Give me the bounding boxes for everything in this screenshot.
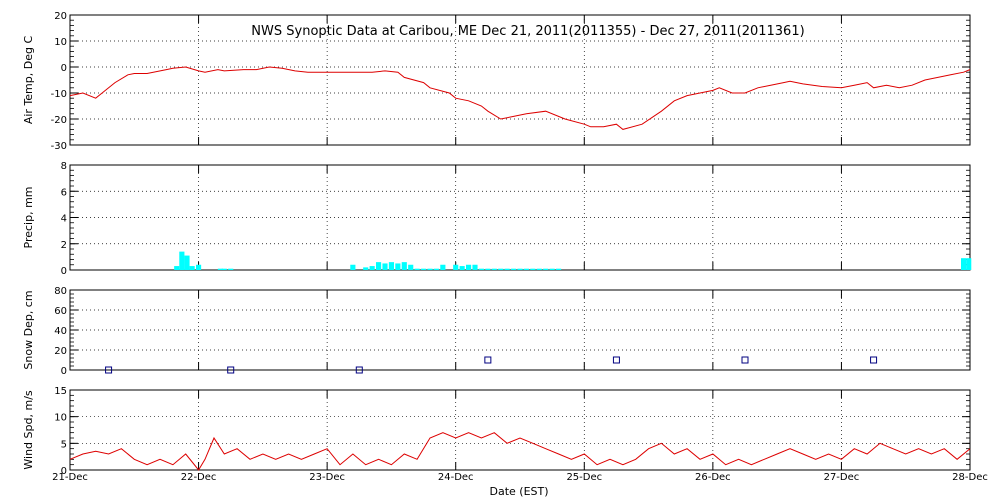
y-tick-label: 40 — [54, 326, 67, 337]
x-tick-label: 25-Dec — [566, 472, 602, 483]
precip-bar — [498, 268, 504, 270]
precip-bar — [466, 264, 472, 270]
precip-bar — [459, 266, 465, 270]
y-axis-label: Precip, mm — [22, 187, 35, 249]
x-tick-label: 27-Dec — [824, 472, 860, 483]
snow-depth-point — [355, 366, 363, 374]
precip-bar — [401, 262, 407, 270]
snow-depth-point — [105, 366, 113, 374]
x-tick-labels: 21-Dec 22-Dec 23-Dec 24-Dec 25-Dec 26-Dec 27-D… — [52, 472, 988, 483]
y-tick-label: -30 — [51, 141, 67, 152]
y-tick-label: 4 — [61, 214, 67, 225]
precip-bar — [427, 268, 433, 270]
precip-bar — [184, 255, 190, 270]
x-tick-label: 23-Dec — [309, 472, 345, 483]
precip-bar — [174, 266, 180, 270]
precip-bar — [350, 264, 356, 270]
y-axis-label: Snow Dep, cm — [22, 290, 35, 369]
precip-bar — [196, 264, 202, 270]
y-tick-label: 20 — [54, 11, 67, 22]
precip-bar — [556, 268, 562, 270]
precip-bar — [961, 258, 967, 270]
y-tick-label: 0 — [61, 366, 67, 377]
y-tick-label: 10 — [54, 413, 67, 424]
y-tick-label: 0 — [61, 63, 67, 74]
precip-bar — [440, 264, 446, 270]
snow-depth-point — [741, 356, 749, 364]
precip-bar — [217, 268, 223, 270]
panel-0: 20 10 0 -10 -20 -30 Air Temp, Deg C — [22, 11, 971, 152]
y-tick-label: 80 — [54, 286, 67, 297]
series-line — [69, 432, 971, 471]
precip-bar — [530, 268, 536, 270]
precip-bar — [504, 268, 510, 270]
chart-title: NWS Synoptic Data at Caribou, ME Dec 21,… — [251, 24, 804, 39]
y-tick-label: 0 — [61, 466, 67, 477]
precip-bar — [485, 268, 491, 270]
panel-3: 15 10 5 0 Wind Spd, m/s — [22, 386, 971, 477]
panel-2: 80 60 40 20 0 Snow Dep, cm — [22, 286, 971, 377]
precip-bar — [228, 268, 234, 270]
precip-bar — [966, 258, 972, 270]
y-tick-label: 6 — [61, 187, 67, 198]
snow-depth-point — [227, 366, 235, 374]
y-tick-label: 8 — [61, 161, 67, 172]
series-line — [69, 66, 971, 130]
precip-bar — [536, 268, 542, 270]
y-tick-label: -20 — [51, 115, 67, 126]
y-tick-label: -10 — [51, 89, 67, 100]
snow-depth-point — [870, 356, 878, 364]
precip-bar — [549, 268, 555, 270]
x-tick-label: 22-Dec — [181, 472, 217, 483]
precip-bar — [433, 268, 439, 270]
precip-bar — [414, 268, 420, 270]
precip-bar — [363, 267, 369, 270]
precip-bar — [543, 268, 549, 270]
precip-bar — [382, 263, 388, 270]
x-axis-label: Date (EST) — [489, 485, 548, 498]
panel-frame — [69, 14, 971, 146]
x-tick-label: 21-Dec — [52, 472, 88, 483]
precip-bar — [491, 268, 497, 270]
precip-bar — [421, 268, 427, 270]
y-tick-label: 2 — [61, 240, 67, 251]
x-tick-label: 24-Dec — [438, 472, 474, 483]
y-tick-label: 0 — [61, 266, 67, 277]
x-tick-label: 26-Dec — [695, 472, 731, 483]
snow-depth-point — [484, 356, 492, 364]
precip-bar — [517, 268, 523, 270]
precip-bar — [472, 264, 478, 270]
precip-bar — [376, 262, 382, 270]
precip-bar — [388, 262, 394, 270]
precip-bar — [453, 264, 459, 270]
precip-bar — [408, 264, 414, 270]
y-tick-label: 10 — [54, 37, 67, 48]
snow-depth-point — [612, 356, 620, 364]
precip-bar — [478, 268, 484, 270]
x-tick-label: 28-Dec — [952, 472, 988, 483]
panel-1: 8 6 4 2 0 Precip, mm — [22, 161, 972, 277]
y-axis-label: Air Temp, Deg C — [22, 36, 35, 125]
y-tick-label: 5 — [61, 439, 67, 450]
panel-frame — [69, 389, 971, 471]
precip-bar — [523, 268, 529, 270]
y-tick-label: 60 — [54, 306, 67, 317]
precip-bar — [179, 251, 185, 270]
y-tick-label: 20 — [54, 346, 67, 357]
y-tick-label: 15 — [54, 386, 67, 397]
precip-bar — [221, 268, 227, 270]
y-axis-label: Wind Spd, m/s — [22, 390, 35, 470]
precip-bar — [369, 266, 375, 270]
precip-bar — [395, 263, 401, 270]
precip-bar — [189, 266, 195, 270]
precip-bar — [511, 268, 517, 270]
